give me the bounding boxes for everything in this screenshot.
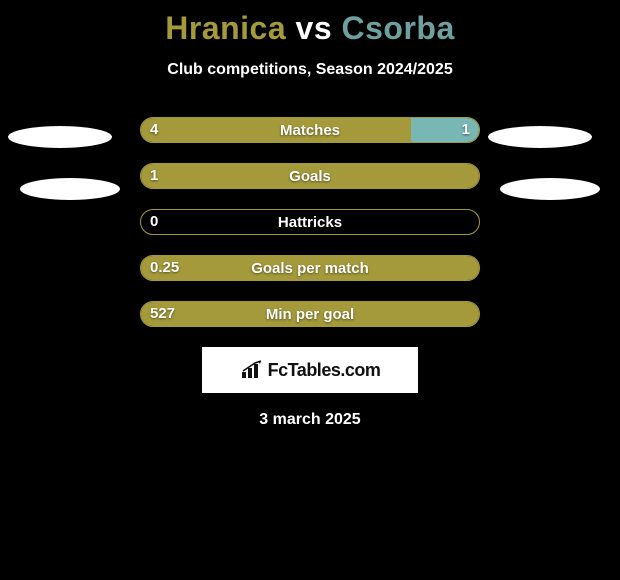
player1-name: Hranica bbox=[165, 10, 286, 46]
stat-bar-left bbox=[141, 118, 411, 142]
stat-value-left: 0.25 bbox=[150, 255, 179, 281]
stat-label: Hattricks bbox=[141, 210, 479, 235]
stat-bar-track: Hattricks bbox=[140, 209, 480, 235]
stats-area: Matches41Goals1Hattricks0Goals per match… bbox=[0, 117, 620, 327]
subtitle: Club competitions, Season 2024/2025 bbox=[0, 61, 620, 79]
stat-bar-left bbox=[141, 164, 479, 188]
stat-value-left: 4 bbox=[150, 117, 158, 143]
brand-badge: FcTables.com bbox=[202, 347, 418, 393]
stat-bar-left bbox=[141, 256, 479, 280]
stat-row: Matches4 1 bbox=[0, 117, 620, 143]
stat-value-left: 527 bbox=[150, 301, 175, 327]
stat-bar-track: Min per goal bbox=[140, 301, 480, 327]
vs-label: vs bbox=[296, 10, 333, 46]
stat-value-left: 0 bbox=[150, 209, 158, 235]
stat-bar-track: Goals bbox=[140, 163, 480, 189]
stat-bar-track: Matches bbox=[140, 117, 480, 143]
stat-value-right: 1 bbox=[462, 117, 470, 143]
stat-value-left: 1 bbox=[150, 163, 158, 189]
stat-row: Hattricks0 bbox=[0, 209, 620, 235]
date-label: 3 march 2025 bbox=[0, 411, 620, 429]
page-title: Hranica vs Csorba bbox=[0, 0, 620, 47]
stat-bar-track: Goals per match bbox=[140, 255, 480, 281]
stat-bar-left bbox=[141, 302, 479, 326]
stat-row: Goals1 bbox=[0, 163, 620, 189]
stat-row: Goals per match0.25 bbox=[0, 255, 620, 281]
bar-chart-icon bbox=[240, 360, 264, 380]
player2-name: Csorba bbox=[342, 10, 455, 46]
stat-row: Min per goal527 bbox=[0, 301, 620, 327]
comparison-infographic: Hranica vs Csorba Club competitions, Sea… bbox=[0, 0, 620, 580]
brand-text: FcTables.com bbox=[268, 360, 381, 381]
